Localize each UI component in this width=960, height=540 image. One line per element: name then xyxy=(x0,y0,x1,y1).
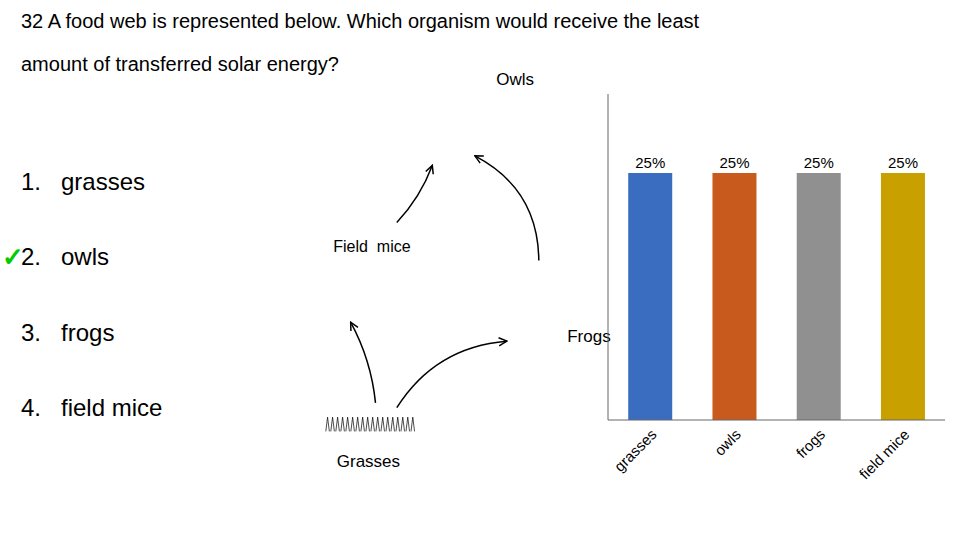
svg-text:✓: ✓ xyxy=(8,242,24,272)
svg-text:field mice: field mice xyxy=(856,426,913,483)
svg-text:25%: 25% xyxy=(804,154,834,171)
svg-text:25%: 25% xyxy=(635,154,665,171)
svg-text:32 A food web is represented b: 32 A food web is represented below. Whic… xyxy=(21,10,700,32)
svg-text:3. frogs: 3. frogs xyxy=(21,319,114,346)
svg-text:25%: 25% xyxy=(888,154,918,171)
svg-text:grasses: grasses xyxy=(611,426,660,475)
svg-text:frogs: frogs xyxy=(793,426,829,462)
svg-text:2. owls: 2. owls xyxy=(21,243,109,270)
svg-text:owls: owls xyxy=(711,426,744,459)
svg-text:Owls: Owls xyxy=(496,70,534,89)
svg-text:Grasses: Grasses xyxy=(337,452,400,471)
svg-text:Frogs: Frogs xyxy=(567,327,610,346)
svg-text:Field mice: Field mice xyxy=(333,238,410,255)
svg-text:1. grasses: 1. grasses xyxy=(21,168,145,195)
svg-text:amount of transferred solar en: amount of transferred solar energy? xyxy=(21,53,339,75)
svg-text:4. field mice: 4. field mice xyxy=(21,394,162,421)
svg-text:25%: 25% xyxy=(719,154,749,171)
